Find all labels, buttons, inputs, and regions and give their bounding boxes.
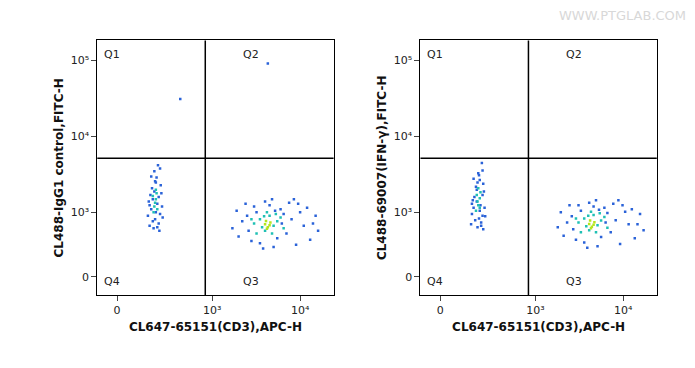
svg-text:CL647-65151(CD3),APC-H: CL647-65151(CD3),APC-H	[129, 320, 302, 334]
svg-text:CL647-65151(CD3),APC-H: CL647-65151(CD3),APC-H	[452, 320, 625, 334]
svg-text:0: 0	[405, 271, 412, 284]
svg-text:WWW.PTGLAB.COM: WWW.PTGLAB.COM	[559, 8, 686, 23]
svg-text:10⁵: 10⁵	[71, 54, 89, 67]
svg-text:0: 0	[114, 304, 121, 317]
svg-text:10⁵: 10⁵	[394, 54, 412, 67]
svg-text:10³: 10³	[203, 304, 221, 317]
svg-text:0: 0	[437, 304, 444, 317]
svg-text:10⁴: 10⁴	[71, 130, 90, 143]
svg-text:Q2: Q2	[243, 48, 259, 61]
svg-text:Q1: Q1	[427, 48, 443, 61]
svg-text:Q3: Q3	[566, 275, 582, 288]
svg-text:10³: 10³	[394, 206, 412, 219]
svg-text:CL488-69007(IFN-γ),FITC-H: CL488-69007(IFN-γ),FITC-H	[375, 76, 389, 261]
svg-text:10³: 10³	[526, 304, 544, 317]
svg-text:Q4: Q4	[427, 275, 443, 288]
svg-text:Q4: Q4	[104, 275, 120, 288]
svg-text:Q1: Q1	[104, 48, 120, 61]
svg-text:Q3: Q3	[243, 275, 259, 288]
svg-text:10³: 10³	[71, 206, 89, 219]
svg-text:10⁴: 10⁴	[614, 304, 633, 317]
svg-text:Q2: Q2	[566, 48, 582, 61]
svg-text:10⁴: 10⁴	[394, 130, 413, 143]
svg-text:0: 0	[82, 271, 89, 284]
svg-text:10⁴: 10⁴	[291, 304, 310, 317]
svg-text:CL488-IgG1 control,FITC-H: CL488-IgG1 control,FITC-H	[52, 78, 66, 257]
